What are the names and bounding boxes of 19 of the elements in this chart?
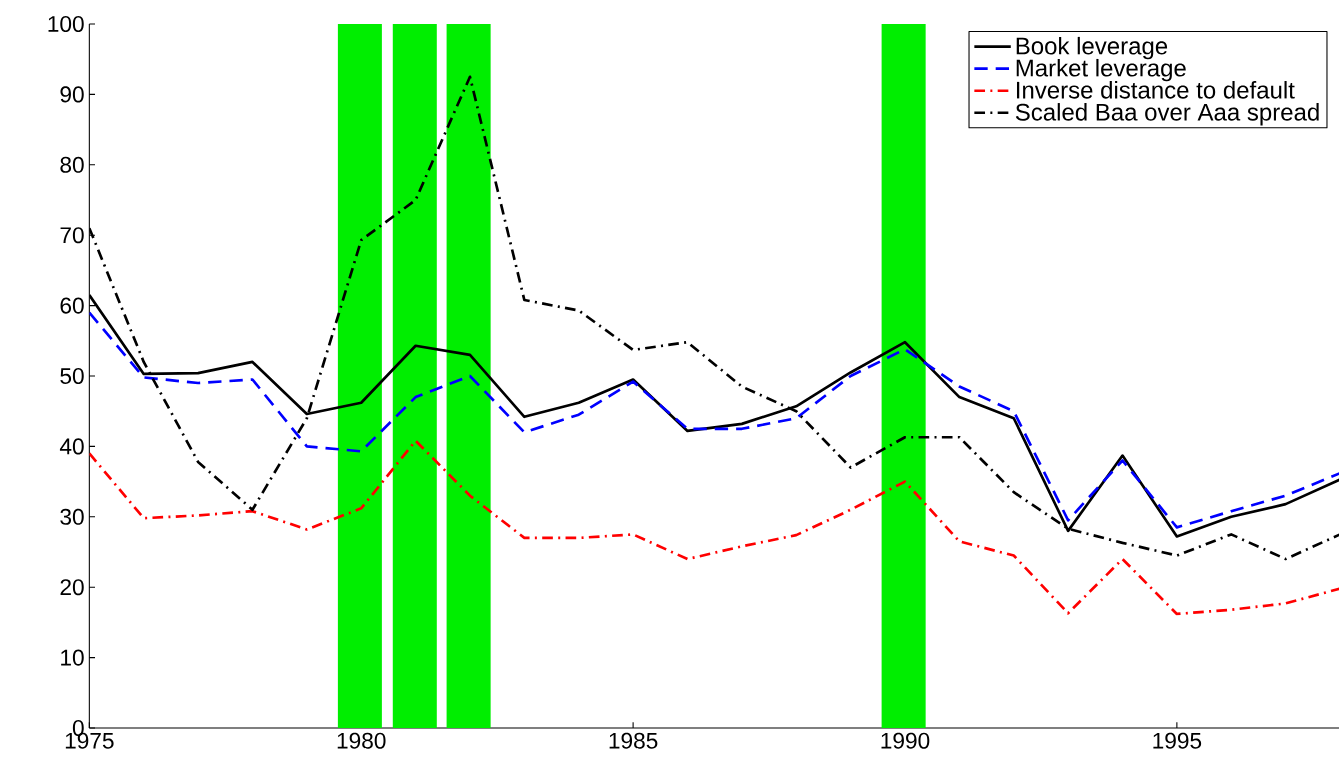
y-tick-label: 70: [60, 227, 84, 244]
y-tick-label: 40: [59, 438, 84, 455]
x-tick-label: 1980: [337, 732, 386, 749]
legend-label: Scaled Baa over Aaa spread: [1015, 103, 1319, 126]
x-tick-label: 1985: [609, 732, 658, 749]
y-tick-label: 30: [60, 508, 84, 525]
x-tick-label: 1990: [881, 732, 930, 749]
y-tick-label: 90: [60, 86, 84, 103]
legend-label: Market leverage: [1016, 58, 1186, 82]
x-tick-label: 1995: [1153, 732, 1202, 749]
y-tick-label: 20: [60, 579, 84, 596]
line-series: [89, 439, 1339, 616]
y-tick-label: 100: [48, 15, 84, 33]
legend-label: Book leverage: [1016, 36, 1168, 60]
y-tick-label: 60: [60, 297, 84, 314]
y-tick-label: 50: [60, 367, 84, 385]
y-tick-label: 10: [61, 649, 84, 666]
legend-label: Inverse distance to default: [1016, 81, 1295, 99]
y-tick-label: 80: [60, 156, 84, 173]
